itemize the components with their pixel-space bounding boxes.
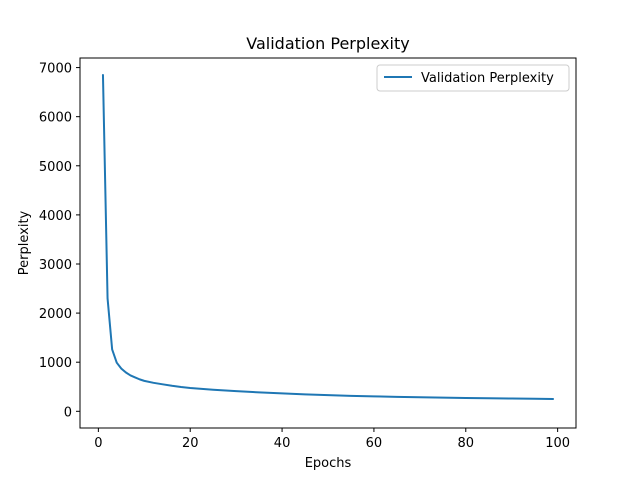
plot-frame	[79, 57, 577, 429]
y-tick-label: 6000	[39, 111, 72, 126]
chart-title: Validation Perplexity	[246, 34, 409, 53]
x-tick-label: 40	[274, 436, 291, 451]
y-tick-label: 4000	[39, 209, 72, 224]
legend-box	[376, 64, 570, 92]
y-axis-title: Perplexity	[17, 210, 32, 275]
legend: Validation Perplexity	[376, 64, 570, 92]
y-tick-label: 2000	[39, 307, 72, 322]
plot-area	[101, 73, 555, 401]
y-tick-label: 7000	[39, 62, 72, 77]
x-tick-label: 20	[182, 436, 199, 451]
y-tick-label: 0	[64, 405, 72, 420]
y-tick-label: 5000	[39, 160, 72, 175]
x-axis: 0 20 40 60 80 100	[94, 428, 570, 451]
y-tick-label: 1000	[39, 356, 72, 371]
series-line	[101, 73, 555, 401]
x-axis-title: Epochs	[305, 456, 352, 471]
y-tick-label: 3000	[39, 258, 72, 273]
x-tick-label: 100	[545, 436, 570, 451]
x-tick-label: 80	[458, 436, 475, 451]
x-tick-label: 60	[366, 436, 383, 451]
y-axis: 0 1000 2000 3000 4000 5000 6000 7000	[39, 62, 80, 420]
x-tick-label: 0	[94, 436, 102, 451]
legend-label: Validation Perplexity	[421, 71, 554, 86]
